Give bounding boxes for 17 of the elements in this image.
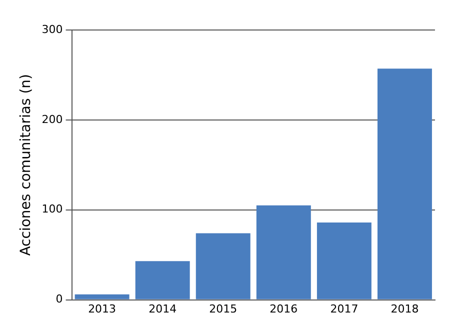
y-tick-label: 0 bbox=[56, 292, 63, 306]
bar bbox=[74, 294, 130, 300]
y-axis-title: Acciones comunitarias (n) bbox=[18, 74, 34, 256]
x-tick-label: 2016 bbox=[270, 302, 298, 316]
y-tick-label: 200 bbox=[42, 112, 63, 126]
x-tick-label: 2014 bbox=[148, 302, 177, 316]
bar bbox=[196, 233, 250, 300]
x-tick-label: 2013 bbox=[88, 302, 116, 316]
y-tick-label: 300 bbox=[42, 22, 63, 36]
y-tick-label: 100 bbox=[42, 202, 63, 216]
bar bbox=[316, 222, 372, 300]
bar bbox=[377, 68, 432, 300]
x-tick-label: 2018 bbox=[390, 302, 419, 316]
bar bbox=[256, 205, 311, 300]
x-tick-label: 2017 bbox=[330, 302, 358, 316]
bar bbox=[135, 261, 190, 300]
x-tick-label: 2015 bbox=[209, 302, 238, 316]
